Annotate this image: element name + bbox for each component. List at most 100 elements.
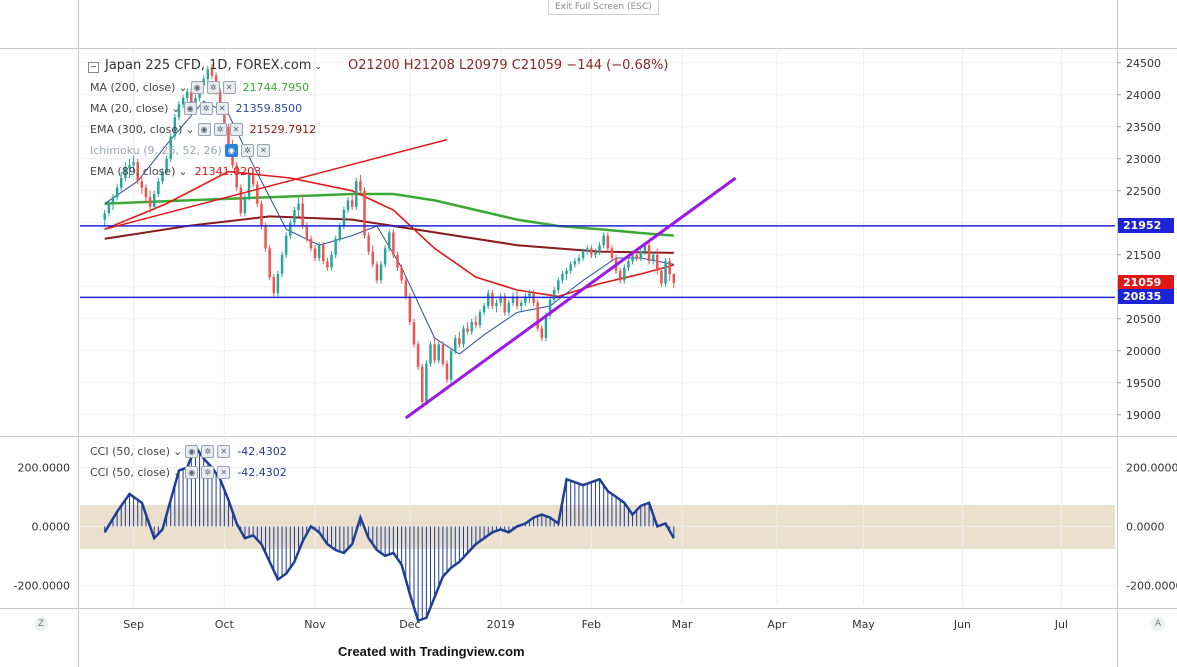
candle-body <box>470 322 473 332</box>
close-icon[interactable]: ✕ <box>229 123 243 136</box>
chevron-down-icon[interactable]: ⌄ <box>171 102 181 115</box>
legend-label[interactable]: MA (200, close) <box>90 81 176 94</box>
candle <box>272 274 276 297</box>
chevron-down-icon[interactable]: ⌄ <box>178 81 188 94</box>
legend-cci-2[interactable]: CCI (50, close) ⌄ ◉ ✲ ✕ -42.4302 <box>90 466 287 479</box>
price-axis-label: 23000 <box>1126 153 1161 166</box>
gear-icon[interactable]: ✲ <box>201 445 215 458</box>
symbol-title[interactable]: Japan 225 CFD, 1D, FOREX.com <box>105 58 312 73</box>
candle <box>462 325 465 348</box>
legend-label[interactable]: EMA (300, close) <box>90 123 183 136</box>
candle <box>256 181 259 207</box>
close-icon[interactable]: ✕ <box>256 144 270 157</box>
legend-ema89[interactable]: EMA (89, close) ⌄ 21341.0203 <box>90 165 261 178</box>
candle-body <box>631 254 634 262</box>
eye-icon[interactable]: ◉ <box>185 445 199 458</box>
legend-label[interactable]: CCI (50, close) <box>90 445 171 458</box>
auto-scale-button[interactable]: A <box>1151 617 1165 631</box>
candle-body <box>445 363 449 380</box>
left-border <box>78 0 79 667</box>
candle <box>569 261 572 274</box>
eye-icon[interactable]: ◉ <box>183 102 197 115</box>
candle-body <box>227 126 230 146</box>
close-icon[interactable]: ✕ <box>222 81 236 94</box>
candle-body <box>289 222 292 236</box>
candle <box>408 293 412 326</box>
candle <box>375 261 379 284</box>
candle <box>561 270 564 284</box>
legend-cci-1[interactable]: CCI (50, close) ⌄ ◉ ✲ ✕ -42.4302 <box>90 445 287 458</box>
time-axis-label: Apr <box>767 618 787 631</box>
candle-body <box>404 280 407 297</box>
close-icon[interactable]: ✕ <box>217 445 231 458</box>
chevron-down-icon[interactable]: ⌄ <box>173 445 183 458</box>
watermark-caption: Created with Tradingview.com <box>338 644 525 659</box>
time-axis-label: Dec <box>399 618 420 631</box>
candle <box>247 171 251 201</box>
candle <box>346 197 350 214</box>
candle-body <box>367 235 370 252</box>
cci-axis[interactable]: -200.0000 -200.0000 0.0000 0.0000 200.0000 20… <box>14 461 1177 592</box>
candle-body <box>668 261 671 274</box>
close-icon[interactable]: ✕ <box>215 102 229 115</box>
legend-value: -42.4302 <box>237 466 287 479</box>
legend-ema300[interactable]: EMA (300, close) ⌄ ◉ ✲ ✕ 21529.7912 <box>90 123 316 136</box>
eye-icon[interactable]: ◉ <box>185 466 199 479</box>
eye-icon[interactable]: ◉ <box>190 81 204 94</box>
legend-label[interactable]: EMA (89, close) <box>90 165 176 178</box>
legend-label[interactable]: Ichimoku (9, 26, 52, 26) <box>90 144 222 157</box>
candle-body <box>552 290 556 300</box>
candle <box>577 254 581 265</box>
candle <box>598 242 601 255</box>
close-icon[interactable]: ✕ <box>217 466 231 479</box>
gear-icon[interactable]: ✲ <box>201 466 215 479</box>
candle <box>144 184 148 204</box>
candle-body <box>441 344 445 364</box>
candle-body <box>301 203 304 226</box>
chevron-down-icon[interactable]: ⌄ <box>314 62 323 72</box>
candle <box>297 197 300 217</box>
candle-body <box>454 338 457 351</box>
candle-body <box>359 181 362 191</box>
candle <box>396 251 399 271</box>
gear-icon[interactable]: ✲ <box>206 81 220 94</box>
legend-ma20[interactable]: MA (20, close) ⌄ ◉ ✲ ✕ 21359.8500 <box>90 102 302 115</box>
minus-square-icon[interactable]: − <box>88 62 99 73</box>
legend-label[interactable]: CCI (50, close) <box>90 466 171 479</box>
candle-body <box>561 274 564 281</box>
legend-label[interactable]: MA (20, close) <box>90 102 169 115</box>
candle-body <box>412 322 416 345</box>
pane-divider[interactable] <box>0 436 1177 437</box>
candle-body <box>326 261 329 268</box>
candle-body <box>429 344 432 364</box>
eye-icon[interactable]: ◉ <box>197 123 211 136</box>
candle <box>470 318 473 335</box>
candle-body <box>181 98 185 105</box>
candle-body <box>495 302 498 306</box>
exit-fullscreen-button[interactable]: Exit Full Screen (ESC) <box>548 0 659 15</box>
price-axis[interactable]: 1900019500200002050021000215002200022500… <box>1117 57 1161 422</box>
candle <box>433 338 436 364</box>
gear-icon[interactable]: ✲ <box>240 144 254 157</box>
zoom-button[interactable]: Z <box>34 617 48 631</box>
candle-body <box>623 267 626 281</box>
gear-icon[interactable]: ✲ <box>199 102 213 115</box>
candle <box>639 248 643 262</box>
legend-ma200[interactable]: MA (200, close) ⌄ ◉ ✲ ✕ 21744.7950 <box>90 81 309 94</box>
chevron-down-icon[interactable]: ⌄ <box>185 123 195 136</box>
chevron-down-icon[interactable]: ⌄ <box>178 165 188 178</box>
candle <box>668 258 671 281</box>
candle <box>103 210 106 226</box>
chevron-down-icon[interactable]: ⌄ <box>173 466 183 479</box>
time-axis-label: Jun <box>953 618 971 631</box>
candle-body <box>499 296 502 303</box>
candle-body <box>466 328 469 332</box>
candle-body <box>280 254 284 274</box>
drawings[interactable] <box>80 138 1115 420</box>
legend-ichimoku[interactable]: Ichimoku (9, 26, 52, 26) ◉ ✲ ✕ <box>90 144 270 157</box>
time-axis[interactable]: Sep Oct Nov Dec 2019 Feb Mar Apr May Jun Jul <box>123 618 1068 631</box>
candle-body <box>503 296 506 313</box>
gear-icon[interactable]: ✲ <box>213 123 227 136</box>
hidden-eye-icon[interactable]: ◉ <box>224 144 238 157</box>
